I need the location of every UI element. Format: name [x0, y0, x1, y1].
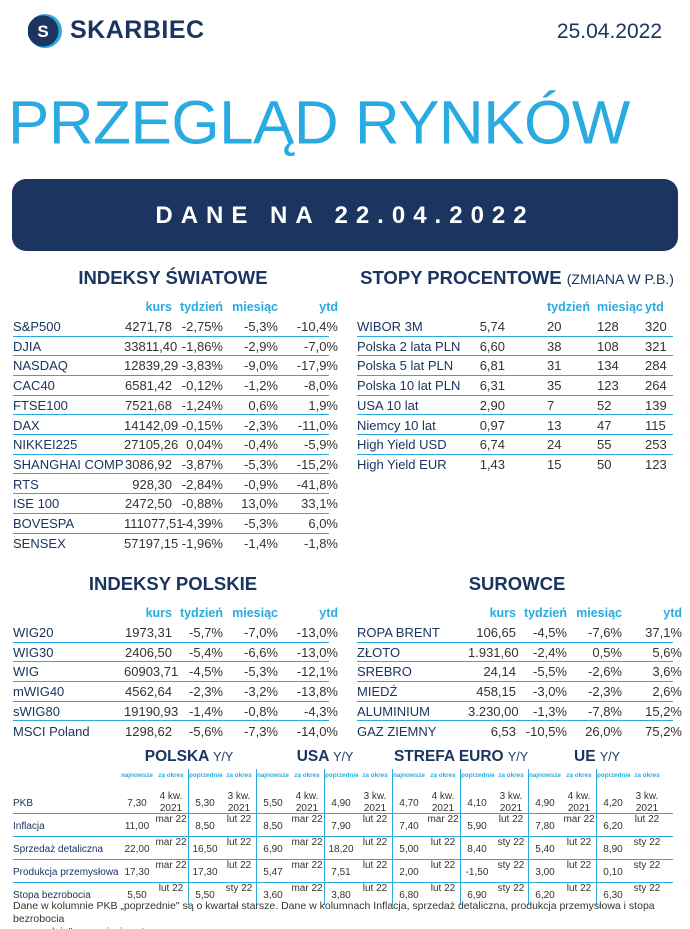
svg-text:S: S: [37, 22, 48, 41]
